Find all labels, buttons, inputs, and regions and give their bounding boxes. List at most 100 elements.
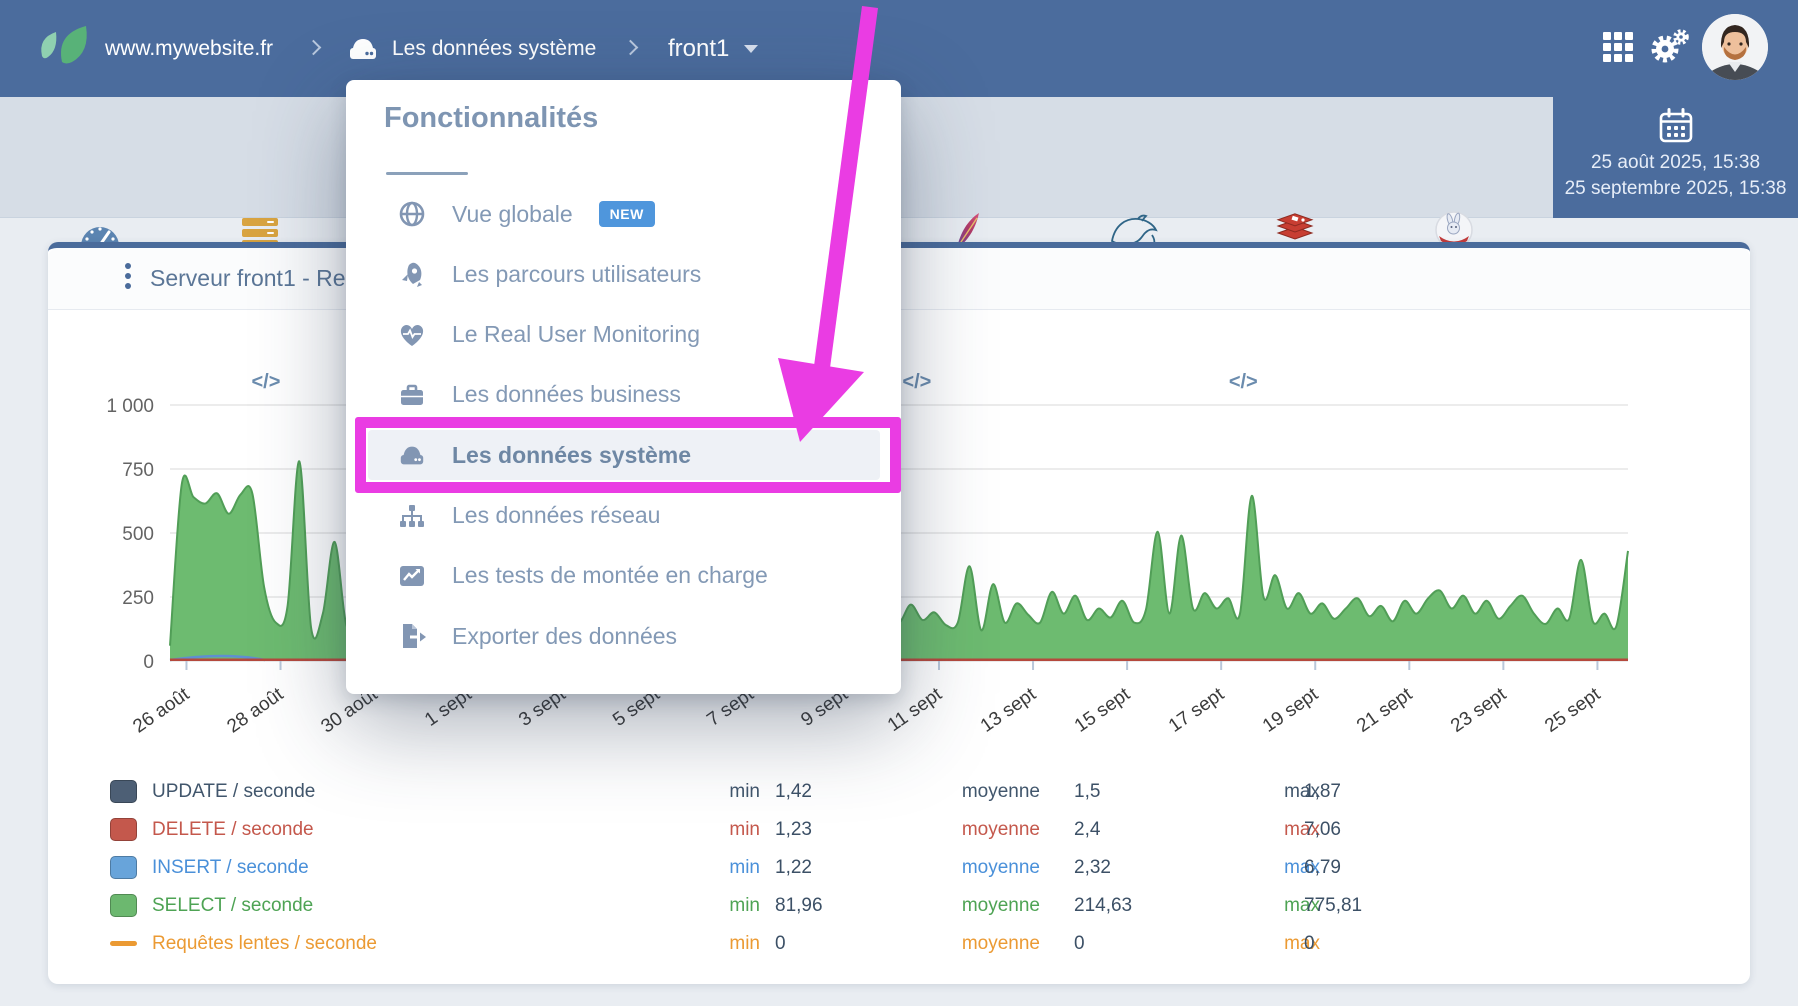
dropdown-title-rule — [386, 172, 468, 175]
menu-item-label: Les données système — [452, 441, 692, 468]
stat-label-max: max — [1284, 857, 1320, 878]
menu-item-exporter-des-donn-es[interactable]: Exporter des données — [368, 611, 880, 661]
menu-item-label: Les données réseau — [452, 502, 661, 528]
server-selector-label: front1 — [668, 34, 730, 62]
stat-value-max: 775,81 — [1304, 895, 1363, 916]
svg-text:15 sept: 15 sept — [1071, 683, 1135, 736]
user-avatar[interactable] — [1702, 14, 1768, 80]
legend-row-insert[interactable]: INSERT / seconde min 1,22 moyenne 2,32 max 6,7… — [48, 851, 1750, 885]
svg-text:28 août: 28 août — [223, 683, 288, 737]
svg-text:19 sept: 19 sept — [1259, 683, 1323, 736]
legend-row-requêtes[interactable]: Requêtes lentes / seconde min 0 moyenne 0 max… — [48, 927, 1750, 961]
legend-marker — [110, 780, 137, 803]
stat-label-moyenne: moyenne — [961, 781, 1040, 802]
stat-value-min: 1,22 — [775, 857, 812, 878]
stat-label-min: min — [729, 933, 760, 954]
briefcase-icon — [398, 381, 426, 409]
legend-row-delete[interactable]: DELETE / seconde min 1,23 moyenne 2,4 max 7,06 — [48, 813, 1750, 847]
legend-row-update[interactable]: UPDATE / seconde min 1,42 moyenne 1,5 max 1,87 — [48, 775, 1750, 809]
svg-text:500: 500 — [122, 524, 154, 545]
menu-item-label: Les parcours utilisateurs — [452, 260, 702, 287]
breadcrumb-section[interactable]: Les données système — [347, 0, 596, 97]
stat-label-moyenne: moyenne — [961, 933, 1040, 954]
stat-label-moyenne: moyenne — [961, 895, 1040, 916]
svg-text:25 sept: 25 sept — [1541, 683, 1605, 736]
brand-leaf-logo — [41, 26, 87, 64]
stat-value-moyenne: 2,32 — [1074, 857, 1111, 878]
legend-label: UPDATE / seconde — [152, 781, 316, 802]
stat-value-min: 0 — [775, 933, 786, 954]
dropdown-title: Fonctionnalités — [384, 102, 599, 134]
legend-marker — [110, 894, 137, 917]
export-icon — [398, 622, 426, 650]
svg-text:21 sept: 21 sept — [1353, 683, 1417, 736]
stat-value-moyenne: 2,4 — [1074, 819, 1101, 840]
legend-row-select[interactable]: SELECT / seconde min 81,96 moyenne 214,63 max… — [48, 889, 1750, 923]
legend-label: DELETE / seconde — [152, 819, 314, 840]
breadcrumb-site[interactable]: www.mywebsite.fr — [105, 0, 273, 97]
caret-down-icon — [744, 44, 759, 53]
menu-item-les-donn-es-syst-me[interactable]: Les données système — [368, 430, 880, 481]
menu-item-label: Les données business — [452, 381, 681, 408]
stat-label-max: max — [1284, 933, 1320, 954]
svg-text:750: 750 — [122, 460, 154, 481]
stat-label-min: min — [729, 781, 760, 802]
stat-value-max: 7,06 — [1304, 819, 1341, 840]
date-range-picker[interactable]: 25 août 2025, 15:38 25 septembre 2025, 1… — [1553, 97, 1798, 218]
globe-icon — [398, 200, 426, 228]
new-badge: NEW — [598, 201, 655, 227]
sitemap-icon — [398, 502, 426, 530]
menu-item-le-real-user-monitoring[interactable]: Le Real User Monitoring — [368, 310, 880, 360]
stat-value-min: 81,96 — [775, 895, 823, 916]
menu-item-les-donn-es-business[interactable]: Les données business — [368, 370, 880, 420]
stat-label-max: max — [1284, 895, 1320, 916]
server-selector[interactable]: front1 — [668, 0, 759, 97]
legend-label: Requêtes lentes / seconde — [152, 933, 377, 954]
stat-label-moyenne: moyenne — [961, 819, 1040, 840]
apps-grid-icon[interactable] — [1601, 30, 1635, 64]
svg-text:</>: </> — [902, 371, 931, 393]
chart-line-icon — [398, 562, 426, 590]
menu-item-vue-globale[interactable]: Vue globale NEW — [368, 189, 880, 239]
menu-item-les-parcours-utilisateurs[interactable]: Les parcours utilisateurs — [368, 249, 880, 299]
svg-text:</>: </> — [1229, 371, 1258, 393]
stat-label-min: min — [729, 819, 760, 840]
menu-item-label: Le Real User Monitoring — [452, 321, 701, 348]
legend-marker — [110, 941, 137, 946]
menu-item-les-donn-es-r-seau[interactable]: Les données réseau — [368, 491, 880, 541]
stat-label-moyenne: moyenne — [961, 857, 1040, 878]
svg-text:26 août: 26 août — [129, 683, 194, 737]
menu-item-les-tests-de-mont-e-en-charge[interactable]: Les tests de montée en charge — [368, 551, 880, 601]
legend-label: INSERT / seconde — [152, 857, 309, 878]
svg-text:17 sept: 17 sept — [1165, 683, 1229, 736]
top-navbar: www.mywebsite.fr Les données système fro… — [0, 0, 1798, 97]
menu-item-label: Vue globale — [452, 200, 573, 227]
menu-item-label: Exporter des données — [452, 622, 678, 649]
legend-marker — [110, 818, 137, 841]
svg-text:0: 0 — [143, 652, 154, 673]
breadcrumb-site-label: www.mywebsite.fr — [105, 36, 274, 60]
stat-value-moyenne: 214,63 — [1074, 895, 1133, 916]
stat-label-max: max — [1284, 819, 1320, 840]
legend-marker — [110, 856, 137, 879]
svg-text:250: 250 — [122, 588, 154, 609]
redis-icon — [1220, 205, 1370, 251]
gears-icon[interactable] — [1650, 28, 1690, 66]
heart-pulse-icon — [398, 321, 426, 349]
date-from: 25 août 2025, 15:38 — [1590, 152, 1761, 173]
stat-value-moyenne: 1,5 — [1074, 781, 1101, 802]
date-to: 25 septembre 2025, 15:38 — [1564, 178, 1787, 199]
breadcrumb-section-label: Les données système — [392, 36, 597, 60]
stat-value-max: 1,87 — [1304, 781, 1341, 802]
stat-value-min: 1,23 — [775, 819, 812, 840]
svg-text:1 000: 1 000 — [106, 396, 154, 417]
card-title: Serveur front1 - Requê — [150, 265, 384, 291]
stat-value-moyenne: 0 — [1074, 933, 1085, 954]
stat-label-min: min — [729, 857, 760, 878]
stat-value-min: 1,42 — [775, 781, 812, 802]
rocket-icon — [398, 260, 426, 288]
fonctionnalites-dropdown: Fonctionnalités Vue globale NEW Les parcou… — [346, 80, 901, 694]
chevron-right-icon — [622, 39, 639, 56]
kebab-menu-icon[interactable] — [118, 263, 138, 297]
